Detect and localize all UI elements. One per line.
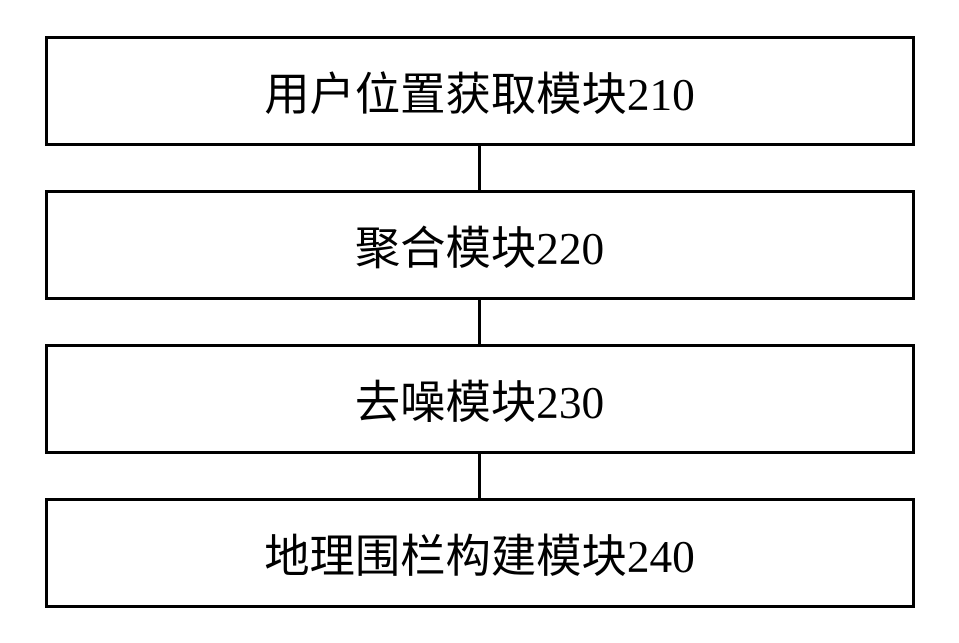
flowchart-node-n220: 聚合模块220	[45, 190, 915, 300]
flowchart-connector	[478, 300, 481, 344]
flowchart-connector	[478, 454, 481, 498]
flowchart-node-n230: 去噪模块230	[45, 344, 915, 454]
flowchart-node-label: 用户位置获取模块210	[264, 58, 695, 124]
flowchart-node-label: 去噪模块230	[355, 366, 604, 432]
flowchart-connector	[478, 146, 481, 190]
flowchart-container: 用户位置获取模块210 聚合模块220 去噪模块230 地理围栏构建模块240	[0, 0, 959, 643]
flowchart-node-n240: 地理围栏构建模块240	[45, 498, 915, 608]
flowchart-node-label: 地理围栏构建模块240	[264, 520, 695, 586]
flowchart-node-n210: 用户位置获取模块210	[45, 36, 915, 146]
flowchart-node-label: 聚合模块220	[355, 212, 604, 278]
